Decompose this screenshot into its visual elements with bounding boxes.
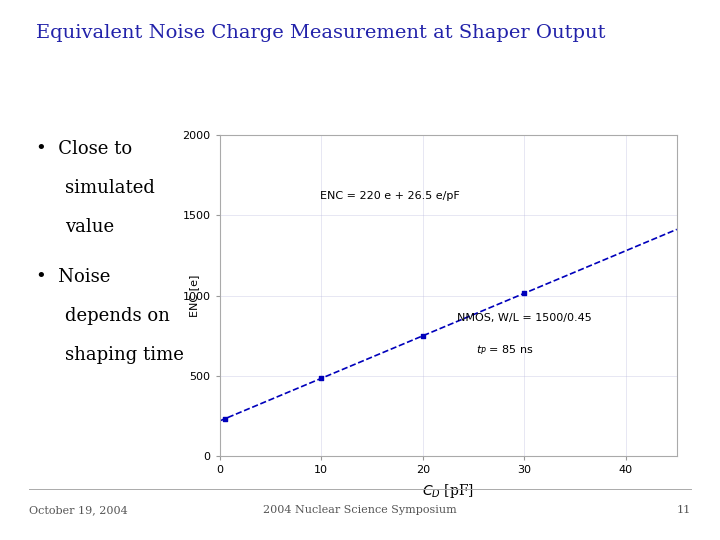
Text: shaping time: shaping time (65, 346, 184, 363)
Text: ENC = 220 e + 26.5 e/pF: ENC = 220 e + 26.5 e/pF (320, 191, 460, 201)
Text: $t_P$ = 85 ns: $t_P$ = 85 ns (476, 343, 534, 357)
Point (518, 289, 530, 298)
Text: depends on: depends on (65, 307, 170, 325)
Text: October 19, 2004: October 19, 2004 (29, 505, 127, 515)
Text: 2004 Nuclear Science Symposium: 2004 Nuclear Science Symposium (263, 505, 457, 515)
Text: Equivalent Noise Charge Measurement at Shaper Output: Equivalent Noise Charge Measurement at S… (36, 24, 606, 42)
X-axis label: $C_D$ [pF]: $C_D$ [pF] (422, 482, 474, 500)
Text: •  Noise: • Noise (36, 268, 110, 286)
Text: simulated: simulated (65, 179, 155, 197)
Point (315, 374, 327, 383)
Text: NMOS, W/L = 1500/0.45: NMOS, W/L = 1500/0.45 (457, 313, 592, 323)
Text: •  Close to: • Close to (36, 140, 132, 158)
Text: ENC [e]: ENC [e] (189, 274, 199, 317)
Point (417, 332, 428, 340)
Text: value: value (65, 218, 114, 236)
Point (219, 415, 230, 423)
Text: 11: 11 (677, 505, 691, 515)
